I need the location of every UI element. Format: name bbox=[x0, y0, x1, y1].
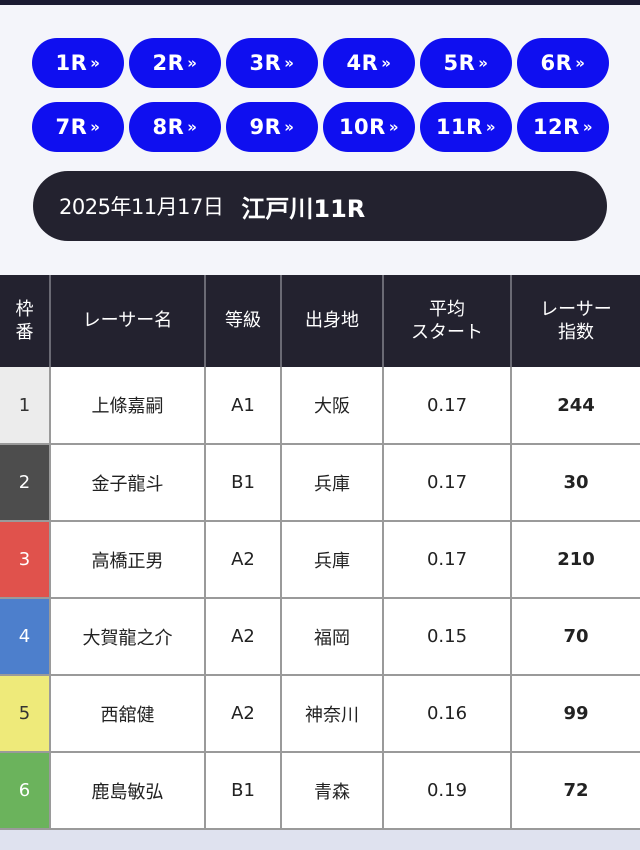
chevron-right-icon: » bbox=[187, 54, 198, 72]
race-button-2r[interactable]: 2R» bbox=[129, 38, 221, 88]
chevron-right-icon: » bbox=[582, 118, 594, 136]
racer-index: 70 bbox=[511, 598, 640, 676]
frame-number: 4 bbox=[0, 598, 51, 676]
grade: A2 bbox=[205, 521, 282, 599]
chevron-right-icon: » bbox=[478, 54, 489, 72]
chevron-right-icon: » bbox=[284, 54, 295, 72]
chevron-right-icon: » bbox=[90, 118, 101, 136]
race-name: 江戸川11R bbox=[241, 194, 366, 223]
avg-start: 0.16 bbox=[383, 675, 512, 753]
race-button-4r[interactable]: 4R» bbox=[323, 38, 415, 88]
origin: 兵庫 bbox=[281, 444, 384, 522]
racer-table: 枠番 レーサー名 等級 出身地 平均 スタート レーサー 指数 1 上條嘉嗣 A1 … bbox=[0, 275, 640, 830]
grade: A2 bbox=[205, 675, 282, 753]
chevron-right-icon: » bbox=[485, 118, 497, 136]
table-row: 6 鹿島敏弘 B1 青森 0.19 72 bbox=[0, 752, 640, 830]
race-button-3r[interactable]: 3R» bbox=[226, 38, 318, 88]
table-row: 2 金子龍斗 B1 兵庫 0.17 30 bbox=[0, 444, 640, 522]
racer-name: 上條嘉嗣 bbox=[50, 367, 206, 445]
bottom-bar bbox=[0, 830, 640, 850]
origin: 神奈川 bbox=[281, 675, 384, 753]
frame-number: 5 bbox=[0, 675, 51, 753]
chevron-right-icon: » bbox=[575, 54, 586, 72]
racer-index: 72 bbox=[511, 752, 640, 830]
grade: A2 bbox=[205, 598, 282, 676]
race-button-6r[interactable]: 6R» bbox=[517, 38, 609, 88]
frame-number: 6 bbox=[0, 752, 51, 830]
racer-name: 鹿島敏弘 bbox=[50, 752, 206, 830]
race-button-10r[interactable]: 10R» bbox=[323, 102, 415, 152]
race-header: 2025年11月17日 江戸川11R bbox=[33, 171, 607, 241]
origin: 福岡 bbox=[281, 598, 384, 676]
frame-number: 2 bbox=[0, 444, 51, 522]
header-frame: 枠番 bbox=[0, 275, 51, 367]
chevron-right-icon: » bbox=[284, 118, 295, 136]
chevron-right-icon: » bbox=[187, 118, 198, 136]
table-row: 3 高橋正男 A2 兵庫 0.17 210 bbox=[0, 521, 640, 599]
frame-number: 3 bbox=[0, 521, 51, 599]
avg-start: 0.19 bbox=[383, 752, 512, 830]
origin: 兵庫 bbox=[281, 521, 384, 599]
avg-start: 0.17 bbox=[383, 444, 512, 522]
racer-name: 金子龍斗 bbox=[50, 444, 206, 522]
race-button-7r[interactable]: 7R» bbox=[32, 102, 124, 152]
avg-start: 0.15 bbox=[383, 598, 512, 676]
chevron-right-icon: » bbox=[381, 54, 392, 72]
table-row: 1 上條嘉嗣 A1 大阪 0.17 244 bbox=[0, 367, 640, 445]
racer-index: 210 bbox=[511, 521, 640, 599]
race-selector: 1R» 2R» 3R» 4R» 5R» 6R» 7R» 8R» 9R» 10R»… bbox=[32, 38, 609, 152]
race-button-1r[interactable]: 1R» bbox=[32, 38, 124, 88]
header-racer-index: レーサー 指数 bbox=[511, 275, 640, 367]
race-button-9r[interactable]: 9R» bbox=[226, 102, 318, 152]
table-row: 4 大賀龍之介 A2 福岡 0.15 70 bbox=[0, 598, 640, 676]
racer-name: 高橋正男 bbox=[50, 521, 206, 599]
header-avg-start: 平均 スタート bbox=[383, 275, 512, 367]
race-button-5r[interactable]: 5R» bbox=[420, 38, 512, 88]
top-bar bbox=[0, 0, 640, 5]
race-date: 2025年11月17日 bbox=[59, 195, 224, 219]
racer-index: 30 bbox=[511, 444, 640, 522]
table-row: 5 西舘健 A2 神奈川 0.16 99 bbox=[0, 675, 640, 753]
header-racer: レーサー名 bbox=[50, 275, 206, 367]
chevron-right-icon: » bbox=[90, 54, 101, 72]
chevron-right-icon: » bbox=[388, 118, 400, 136]
frame-number: 1 bbox=[0, 367, 51, 445]
racer-name: 大賀龍之介 bbox=[50, 598, 206, 676]
origin: 青森 bbox=[281, 752, 384, 830]
header-grade: 等級 bbox=[205, 275, 282, 367]
grade: A1 bbox=[205, 367, 282, 445]
origin: 大阪 bbox=[281, 367, 384, 445]
race-button-11r[interactable]: 11R» bbox=[420, 102, 512, 152]
grade: B1 bbox=[205, 444, 282, 522]
table-header-row: 枠番 レーサー名 等級 出身地 平均 スタート レーサー 指数 bbox=[0, 275, 640, 367]
header-origin: 出身地 bbox=[281, 275, 384, 367]
racer-index: 244 bbox=[511, 367, 640, 445]
avg-start: 0.17 bbox=[383, 367, 512, 445]
avg-start: 0.17 bbox=[383, 521, 512, 599]
racer-index: 99 bbox=[511, 675, 640, 753]
race-button-8r[interactable]: 8R» bbox=[129, 102, 221, 152]
grade: B1 bbox=[205, 752, 282, 830]
race-button-12r[interactable]: 12R» bbox=[517, 102, 609, 152]
racer-name: 西舘健 bbox=[50, 675, 206, 753]
